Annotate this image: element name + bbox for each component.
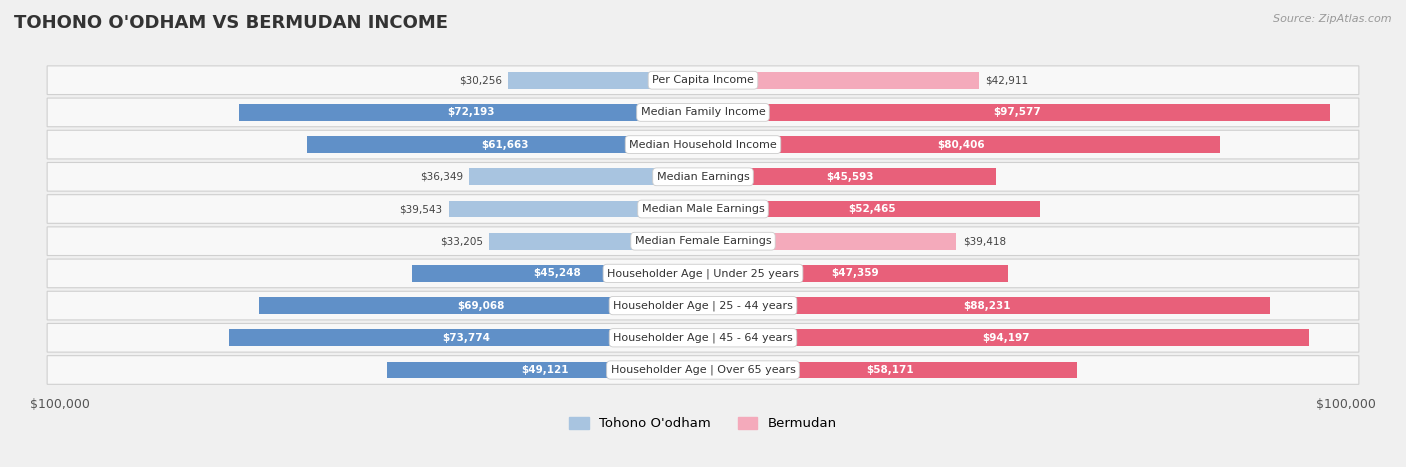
- Text: Median Female Earnings: Median Female Earnings: [634, 236, 772, 246]
- FancyBboxPatch shape: [48, 66, 1358, 94]
- Text: $69,068: $69,068: [457, 301, 505, 311]
- Bar: [449, 201, 703, 217]
- Text: $36,349: $36,349: [420, 172, 463, 182]
- Text: Householder Age | Under 25 years: Householder Age | Under 25 years: [607, 268, 799, 279]
- FancyBboxPatch shape: [48, 195, 1358, 223]
- Text: $39,543: $39,543: [399, 204, 443, 214]
- Bar: [703, 136, 1220, 153]
- Text: $39,418: $39,418: [963, 236, 1007, 246]
- Text: Householder Age | 25 - 44 years: Householder Age | 25 - 44 years: [613, 300, 793, 311]
- FancyBboxPatch shape: [48, 130, 1358, 159]
- Text: Per Capita Income: Per Capita Income: [652, 75, 754, 85]
- FancyBboxPatch shape: [48, 227, 1358, 255]
- Text: $52,465: $52,465: [848, 204, 896, 214]
- Bar: [703, 72, 979, 89]
- Bar: [703, 169, 997, 185]
- FancyBboxPatch shape: [48, 356, 1358, 384]
- Text: Householder Age | Over 65 years: Householder Age | Over 65 years: [610, 365, 796, 375]
- Legend: Tohono O'odham, Bermudan: Tohono O'odham, Bermudan: [569, 417, 837, 430]
- Bar: [703, 329, 1309, 346]
- Text: $45,593: $45,593: [825, 172, 873, 182]
- Text: Householder Age | 45 - 64 years: Householder Age | 45 - 64 years: [613, 333, 793, 343]
- Bar: [703, 265, 1008, 282]
- FancyBboxPatch shape: [48, 291, 1358, 320]
- Text: Median Earnings: Median Earnings: [657, 172, 749, 182]
- Bar: [703, 104, 1330, 121]
- Text: $72,193: $72,193: [447, 107, 495, 117]
- Bar: [703, 233, 956, 249]
- Text: $94,197: $94,197: [981, 333, 1029, 343]
- Bar: [470, 169, 703, 185]
- Bar: [387, 361, 703, 378]
- Bar: [509, 72, 703, 89]
- Bar: [703, 297, 1270, 314]
- Text: $88,231: $88,231: [963, 301, 1011, 311]
- Text: $33,205: $33,205: [440, 236, 484, 246]
- Text: Source: ZipAtlas.com: Source: ZipAtlas.com: [1274, 14, 1392, 24]
- Text: $80,406: $80,406: [938, 140, 986, 149]
- FancyBboxPatch shape: [48, 259, 1358, 288]
- FancyBboxPatch shape: [48, 163, 1358, 191]
- Bar: [412, 265, 703, 282]
- FancyBboxPatch shape: [48, 324, 1358, 352]
- Bar: [703, 361, 1077, 378]
- Text: $42,911: $42,911: [986, 75, 1028, 85]
- Text: $49,121: $49,121: [522, 365, 569, 375]
- Text: TOHONO O'ODHAM VS BERMUDAN INCOME: TOHONO O'ODHAM VS BERMUDAN INCOME: [14, 14, 449, 32]
- Text: Median Household Income: Median Household Income: [628, 140, 778, 149]
- FancyBboxPatch shape: [48, 98, 1358, 127]
- Text: $73,774: $73,774: [441, 333, 489, 343]
- Text: $58,171: $58,171: [866, 365, 914, 375]
- Bar: [307, 136, 703, 153]
- Text: $97,577: $97,577: [993, 107, 1040, 117]
- Text: $47,359: $47,359: [831, 269, 879, 278]
- Text: $61,663: $61,663: [481, 140, 529, 149]
- Text: $45,248: $45,248: [534, 269, 582, 278]
- Bar: [239, 104, 703, 121]
- Bar: [229, 329, 703, 346]
- Text: Median Male Earnings: Median Male Earnings: [641, 204, 765, 214]
- Text: Median Family Income: Median Family Income: [641, 107, 765, 117]
- Text: $30,256: $30,256: [458, 75, 502, 85]
- Bar: [703, 201, 1040, 217]
- Bar: [259, 297, 703, 314]
- Bar: [489, 233, 703, 249]
